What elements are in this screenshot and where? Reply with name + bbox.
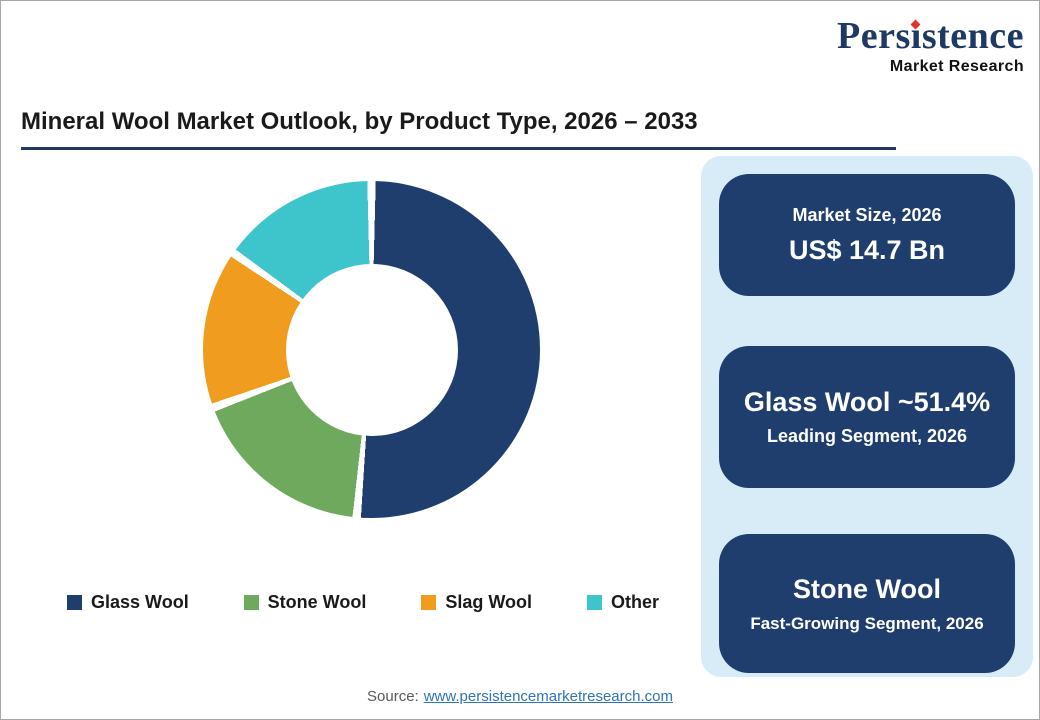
legend-swatch-slag-wool-icon xyxy=(421,595,437,610)
legend-item-stone-wool: Stone Wool xyxy=(243,592,367,613)
card-market-size: Market Size, 2026 US$ 14.7 Bn xyxy=(719,174,1015,296)
market-size-label: Market Size, 2026 xyxy=(792,205,942,226)
card-fast-growing-segment: Stone Wool Fast-Growing Segment, 2026 xyxy=(719,534,1015,673)
legend-item-other: Other xyxy=(586,592,659,613)
logo-wordmark: Persı stence xyxy=(837,15,1024,57)
logo-i-stem: ı xyxy=(910,15,922,57)
donut-hole xyxy=(285,263,458,436)
legend-item-slag-wool: Slag Wool xyxy=(421,592,532,613)
title-underline: Mineral Wool Market Outlook, by Product … xyxy=(21,108,896,150)
fast-growing-segment-label: Fast-Growing Segment, 2026 xyxy=(750,613,984,633)
legend-swatch-stone-wool-icon xyxy=(243,595,259,610)
leading-segment-label: Leading Segment, 2026 xyxy=(766,426,968,447)
persistence-logo: Persı stence Market Research xyxy=(837,15,1024,76)
legend-label-glass-wool: Glass Wool xyxy=(91,592,189,612)
logo-part1: Pers xyxy=(837,15,911,57)
source-label: Source: xyxy=(367,688,419,705)
legend-swatch-glass-wool-icon xyxy=(67,595,82,610)
highlights-panel: Market Size, 2026 US$ 14.7 Bn Glass Wool… xyxy=(701,156,1033,677)
page-title: Mineral Wool Market Outlook, by Product … xyxy=(21,108,698,135)
source-link[interactable]: www.persistencemarketresearch.com xyxy=(423,688,673,705)
source-line: Source: www.persistencemarketresearch.com xyxy=(1,688,1039,705)
card-leading-segment: Glass Wool ~51.4% Leading Segment, 2026 xyxy=(719,346,1015,488)
legend-swatch-other-icon xyxy=(586,595,602,610)
legend-label-stone-wool: Stone Wool xyxy=(267,592,367,612)
chart-legend: Glass Wool Stone Wool Slag Wool Other xyxy=(67,592,659,613)
legend-label-slag-wool: Slag Wool xyxy=(445,592,532,612)
legend-label-other: Other xyxy=(610,592,659,612)
logo-subtitle: Market Research xyxy=(889,57,1024,75)
donut-chart xyxy=(203,181,540,518)
fast-growing-segment-value: Stone Wool xyxy=(793,574,941,605)
market-size-value: US$ 14.7 Bn xyxy=(788,234,946,265)
legend-item-glass-wool: Glass Wool xyxy=(67,592,189,613)
leading-segment-value: Glass Wool ~51.4% xyxy=(743,387,991,418)
logo-part2: stence xyxy=(921,15,1024,57)
